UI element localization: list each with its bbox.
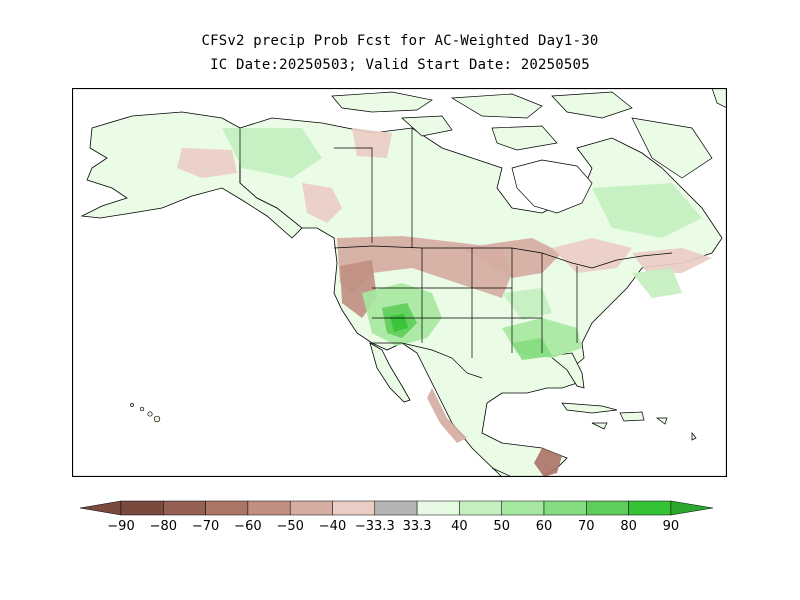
colorbar-tick-label: −90	[107, 519, 134, 534]
islands	[130, 402, 697, 441]
colorbar-swatch	[501, 500, 545, 516]
colorbar-swatch	[586, 500, 629, 516]
colorbar-tick-label: 70	[578, 519, 595, 534]
baja-california	[369, 342, 411, 403]
colorbar-swatch	[543, 500, 587, 516]
colorbar-tick-label: −60	[234, 519, 261, 534]
colorbar-swatch	[205, 500, 249, 516]
colorbar-swatch	[628, 500, 672, 516]
colorbar-swatches	[79, 500, 713, 516]
colorbar-labels: −90 −80 −70 −60 −50 −40 −33.3 33.3 40 50 60 70 80 90	[107, 519, 679, 534]
colorbar-swatch	[459, 500, 502, 516]
florida	[549, 352, 585, 389]
mainland	[239, 117, 723, 477]
colorbar-tick-label: 50	[493, 519, 510, 534]
colorbar-swatch	[120, 500, 164, 516]
chart-subtitle: IC Date:20250503; Valid Start Date: 2025…	[210, 57, 590, 73]
colorbar-tick-label: 90	[663, 519, 680, 534]
colorbar-tick-label: −33.3	[355, 519, 395, 534]
colorbar-tick-label: −50	[276, 519, 303, 534]
probability-map	[72, 88, 727, 477]
colorbar-swatch	[374, 500, 418, 516]
land-masses	[80, 111, 723, 477]
hudson-bay	[511, 159, 593, 214]
colorbar-swatch	[247, 500, 291, 516]
colorbar-tick-label: 33.3	[403, 519, 432, 534]
colorbar: −90 −80 −70 −60 −50 −40 −33.3 33.3 40 50 60 70 80 90	[79, 500, 713, 534]
colorbar-swatch	[416, 500, 460, 516]
colorbar-low-arrow	[79, 500, 122, 516]
colorbar-tick-label: 60	[536, 519, 553, 534]
colorbar-high-arrow	[670, 500, 713, 516]
colorbar-tick-label: −80	[150, 519, 177, 534]
map-frame	[72, 88, 727, 477]
colorbar-swatch	[289, 500, 333, 516]
colorbar-tick-label: 40	[451, 519, 468, 534]
political-boundaries	[239, 128, 673, 477]
colorbar-swatch	[332, 500, 376, 516]
colorbar-swatch	[163, 500, 206, 516]
colorbar-tick-label: −40	[319, 519, 346, 534]
colorbar-tick-label: −70	[192, 519, 219, 534]
arctic-islands	[331, 88, 727, 179]
colorbar-tick-label: 80	[620, 519, 637, 534]
chart-title: CFSv2 precip Prob Fcst for AC-Weighted D…	[201, 33, 599, 49]
